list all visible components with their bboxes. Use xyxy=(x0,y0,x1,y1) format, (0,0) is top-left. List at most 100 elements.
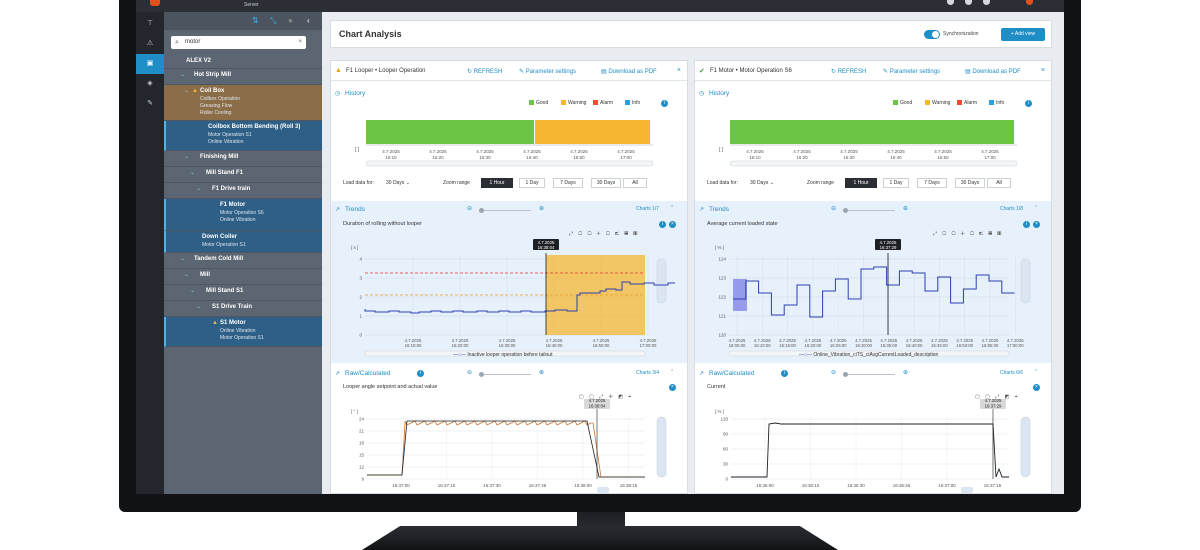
notification-icon[interactable] xyxy=(1026,0,1033,5)
chevron-up-icon[interactable]: ⌃ xyxy=(670,205,675,211)
info-icon[interactable]: i xyxy=(417,370,424,377)
parameter-settings-button[interactable]: ✎ Parameter settings xyxy=(883,68,940,75)
load-days-dropdown[interactable]: 30 Days ⌄ xyxy=(750,180,774,186)
zoom-in-icon[interactable]: ⊕ xyxy=(539,370,545,376)
info-icon[interactable]: i xyxy=(1023,221,1030,228)
tree-node[interactable]: ⌄ Mill xyxy=(164,269,322,285)
trend-scrollbar[interactable] xyxy=(728,350,1010,357)
hierarchy-icon[interactable]: ⊤ xyxy=(146,20,154,27)
chevron-down-icon[interactable]: ⌄ xyxy=(184,154,190,160)
zoom-out-icon[interactable]: ⊖ xyxy=(467,206,473,212)
history-scrollbar[interactable] xyxy=(729,160,1018,167)
zoom-slider[interactable] xyxy=(843,372,895,377)
zoom-slider[interactable] xyxy=(843,208,895,213)
close-chart-icon[interactable]: × xyxy=(1033,221,1040,228)
chevron-down-icon[interactable]: ⌄ xyxy=(190,288,196,294)
parameter-settings-button[interactable]: ✎ Parameter settings xyxy=(519,68,576,75)
zoom-in-icon[interactable]: ⊕ xyxy=(903,206,909,212)
tree-node[interactable]: ▲ S1 Motor Online Vibration Motor Operation… xyxy=(164,317,322,347)
download-pdf-button[interactable]: ▤ Download as PDF xyxy=(601,68,657,75)
horizontal-scrollbar[interactable] xyxy=(597,487,609,493)
close-chart-icon[interactable]: × xyxy=(669,221,676,228)
add-view-button[interactable]: + Add view xyxy=(1001,28,1045,41)
clear-search-icon[interactable]: × xyxy=(298,39,302,45)
tree-node[interactable]: ⌄ S1 Drive Train xyxy=(164,301,322,317)
chart-icon[interactable]: ▣ xyxy=(136,54,164,74)
zoom-out-icon[interactable]: ⊖ xyxy=(831,206,837,212)
info-icon[interactable]: i xyxy=(1025,100,1032,107)
zoom-out-icon[interactable]: ⊖ xyxy=(467,370,473,376)
zoom-option-button[interactable]: 1 Day xyxy=(883,178,909,188)
info-icon[interactable]: i xyxy=(661,100,668,107)
close-chart-icon[interactable]: × xyxy=(1033,384,1040,391)
user-icon[interactable] xyxy=(983,0,990,5)
zoom-option-button[interactable]: 30 Days xyxy=(955,178,985,188)
tree-node[interactable]: ⌄ Mill Stand F1 xyxy=(164,167,322,183)
zoom-in-icon[interactable]: ⊕ xyxy=(539,206,545,212)
tree-node[interactable]: ⌄ Mill Stand S1 xyxy=(164,285,322,301)
tree-node[interactable]: Down Coiler Motor Operation S1 xyxy=(164,231,322,253)
zoom-option-button[interactable]: 7 Days xyxy=(553,178,583,188)
chevron-down-icon[interactable]: ⌄ xyxy=(196,304,202,310)
chevron-down-icon[interactable]: ⌄ xyxy=(184,272,190,278)
chevron-down-icon[interactable]: ⌄ xyxy=(196,186,202,192)
tree-node[interactable]: ⌄ F1 Drive train xyxy=(164,183,322,199)
chevron-down-icon[interactable]: ⌄ xyxy=(180,72,186,78)
close-chart-icon[interactable]: × xyxy=(669,384,676,391)
tree-node[interactable]: ALEX V2 xyxy=(164,55,322,69)
horizontal-scrollbar[interactable] xyxy=(961,487,973,493)
trend-chart[interactable]: [ % ]1241231221211204.7.202516:05:004.7.… xyxy=(699,233,1039,361)
zoom-option-button[interactable]: 30 Days xyxy=(591,178,621,188)
tools-icon[interactable]: ✎ xyxy=(147,100,153,107)
zoom-out-icon[interactable]: ⊖ xyxy=(831,370,837,376)
zoom-option-button[interactable]: 1 Hour xyxy=(481,178,513,188)
zoom-option-button[interactable]: All xyxy=(623,178,647,188)
trend-scrollbar[interactable] xyxy=(364,350,646,357)
vertical-scrollbar[interactable] xyxy=(656,258,667,304)
chart-toolbar-icons[interactable]: ⤢ ▢ ▢ ✛ ▢ ◩ ▤ ▥ xyxy=(933,231,1004,237)
history-chart[interactable]: [ ] 4.7.202516:104.7.202516:204.7.202516:… xyxy=(343,111,673,167)
charts-counter[interactable]: Charts 1/7 xyxy=(636,206,660,212)
refresh-button[interactable]: ↻ REFRESH xyxy=(831,68,866,75)
tree-search-input[interactable]: ⌕ motor × xyxy=(171,36,306,49)
zoom-option-button[interactable]: 7 Days xyxy=(917,178,947,188)
refresh-button[interactable]: ↻ REFRESH xyxy=(467,68,502,75)
charts-counter[interactable]: Charts 6/6 xyxy=(1000,370,1024,376)
tree-node[interactable]: ⌄ ▲ Coil Box Coilbox Operation Greasing Flow… xyxy=(164,85,322,121)
chart-toolbar-icons[interactable]: ▢ ▢ ⤢ ✛ ◩ ⌖ xyxy=(579,394,634,400)
report-icon[interactable]: ◈ xyxy=(147,80,153,87)
zoom-in-icon[interactable]: ⊕ xyxy=(903,370,909,376)
load-days-dropdown[interactable]: 30 Days ⌄ xyxy=(386,180,410,186)
close-panel-icon[interactable]: × xyxy=(676,67,681,74)
tree-node[interactable]: Coilbox Bottom Bending (Roll 3) Motor Ope… xyxy=(164,121,322,151)
sync-toggle[interactable] xyxy=(924,30,940,39)
zoom-option-button[interactable]: All xyxy=(987,178,1011,188)
info-icon[interactable]: i xyxy=(659,221,666,228)
chevron-up-icon[interactable]: ⌃ xyxy=(1034,205,1039,211)
chevron-up-icon[interactable]: ⌃ xyxy=(1034,369,1039,375)
vertical-scrollbar[interactable] xyxy=(1020,258,1031,304)
trend-chart[interactable]: [ s ]432104.7.202516:10:004.7.202516:20:… xyxy=(335,233,675,361)
zoom-option-button[interactable]: 1 Day xyxy=(519,178,545,188)
close-tree-icon[interactable]: ‹ xyxy=(307,16,310,25)
vertical-scrollbar[interactable] xyxy=(656,416,667,478)
tree-node[interactable]: ⌄ Finishing Mill xyxy=(164,151,322,167)
info-icon[interactable]: i xyxy=(781,370,788,377)
chevron-down-icon[interactable]: ⌄ xyxy=(180,256,186,262)
chart-toolbar-icons[interactable]: ⤢ ▢ ▢ ✛ ▢ ◩ ▤ ▥ xyxy=(569,231,640,237)
close-panel-icon[interactable]: × xyxy=(1040,67,1045,74)
help-icon[interactable] xyxy=(965,0,972,5)
zoom-slider[interactable] xyxy=(479,208,531,213)
sort-icon[interactable]: ⇅ xyxy=(252,16,259,25)
chart-toolbar-icons[interactable]: ▢ ▢ ⤢ ◩ ⌖ xyxy=(975,394,1020,400)
history-scrollbar[interactable] xyxy=(365,160,654,167)
expand-icon[interactable]: ⤡ xyxy=(270,16,277,25)
vertical-scrollbar[interactable] xyxy=(1020,416,1031,478)
download-pdf-button[interactable]: ▤ Download as PDF xyxy=(965,68,1021,75)
settings-icon[interactable] xyxy=(947,0,954,5)
tree-node[interactable]: F1 Motor Motor Operation S6 Online Vibrati… xyxy=(164,199,322,231)
tree-node[interactable]: ⌄ Hot Strip Mill xyxy=(164,69,322,85)
zoom-slider[interactable] xyxy=(479,372,531,377)
tree-node[interactable]: ⌄ Tandem Cold Mill xyxy=(164,253,322,269)
filter-icon[interactable]: ● xyxy=(288,16,293,25)
